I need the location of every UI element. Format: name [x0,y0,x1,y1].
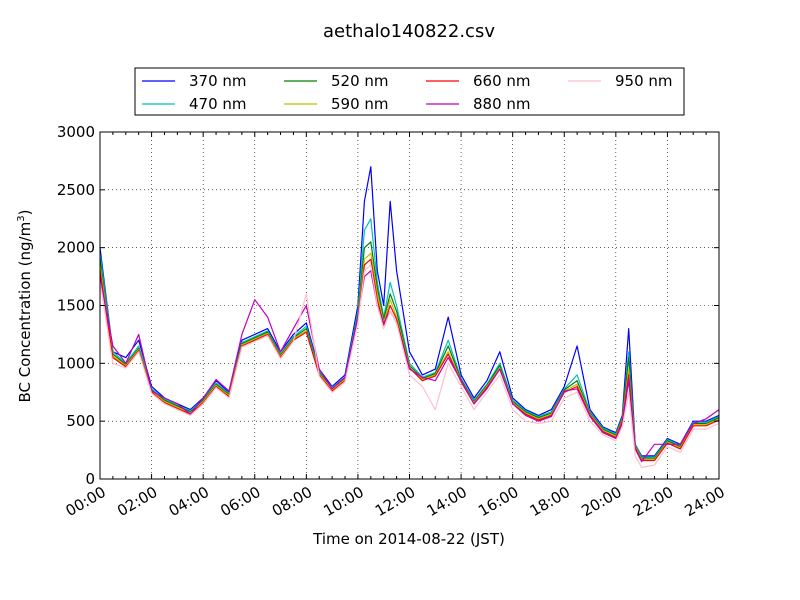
y-axis-label-superscript: 3 [16,215,27,221]
legend: 370 nm 470 nm 520 nm 590 nm 660 nm 880 nm 950 … [134,67,685,116]
y-axis-label-end: ) [16,210,34,216]
y-axis-label-text: BC Concentration (ng/m [16,222,34,403]
y-axis-label: BC Concentration (ng/m3) [16,210,34,403]
y-tick-label: 3000 [57,123,95,141]
series-layer [99,166,720,468]
x-axis-label: Time on 2014-08-22 (JST) [312,530,505,548]
legend-label: 590 nm [331,95,389,113]
y-tick-label: 1500 [57,297,95,315]
chart-title: aethalo140822.csv [323,21,495,42]
y-tick-label: 0 [85,470,95,488]
y-tick-labels: 0 500 1000 1500 2000 2500 3000 [57,123,95,488]
legend-label: 520 nm [331,72,389,90]
legend-label: 370 nm [189,72,247,90]
legend-box [134,67,685,116]
y-tick-label: 2000 [57,239,95,257]
legend-label: 470 nm [189,95,247,113]
legend-label: 950 nm [615,72,673,90]
legend-label: 880 nm [473,95,531,113]
legend-label: 660 nm [473,72,531,90]
y-tick-label: 2500 [57,181,95,199]
y-tick-label: 1000 [57,354,95,372]
y-tick-label: 500 [66,412,95,430]
axis-ticks [99,131,720,480]
series-line [99,264,720,468]
series-line [99,270,720,463]
